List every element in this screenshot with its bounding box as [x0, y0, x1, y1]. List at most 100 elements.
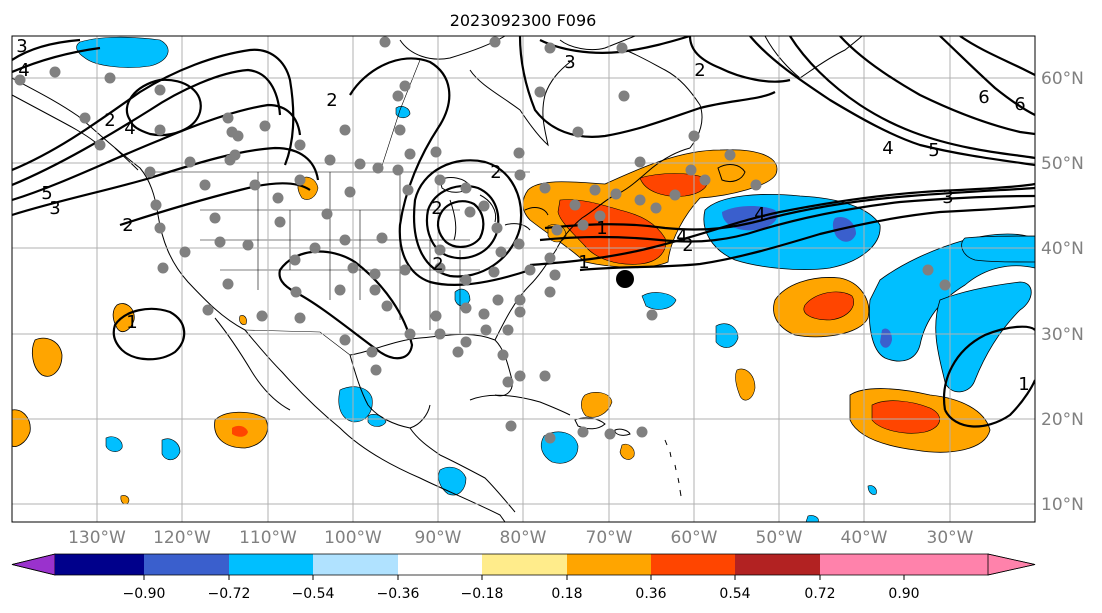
contour-line [789, 36, 1035, 160]
station-dot [688, 130, 700, 142]
longitude-label: 70°W [586, 528, 633, 548]
station-dot [79, 112, 91, 124]
latitude-label: 10°N [1041, 495, 1084, 515]
colorbar-tick-label: −0.72 [208, 586, 251, 602]
contour-line [539, 194, 1035, 243]
border-line [244, 329, 351, 356]
colorbar-tick-label: 0.72 [804, 586, 835, 602]
latitude-label: 20°N [1041, 410, 1084, 430]
station-dot [294, 174, 306, 186]
contour-label: 4 [124, 118, 135, 139]
station-dot [157, 262, 169, 274]
contour-label: 2 [326, 90, 337, 111]
contour-line [944, 379, 1035, 428]
station-dot [392, 164, 404, 176]
colorbar-segment [651, 554, 735, 575]
station-dot [404, 148, 416, 160]
station-dot [478, 308, 490, 320]
contour-label: 2 [431, 198, 442, 219]
station-dot [404, 328, 416, 340]
colorbar-tick-label: 0.36 [635, 586, 666, 602]
colorbar-segment [144, 554, 229, 575]
station-dot [544, 252, 556, 264]
negative-anomaly-region [395, 106, 411, 119]
station-dot [372, 162, 384, 174]
station-dot [604, 428, 616, 440]
negative-anomaly-region [76, 36, 169, 68]
station-dot [452, 346, 464, 358]
negative-anomaly-region [805, 515, 819, 522]
negative-anomaly-region [641, 292, 677, 310]
station-dot [402, 184, 414, 196]
station-dot [339, 334, 351, 346]
coastline [764, 36, 863, 79]
station-dot [460, 274, 472, 286]
colorbar-segment [55, 554, 144, 575]
latitude-label: 60°N [1041, 69, 1084, 89]
station-dot [544, 42, 556, 54]
contour-line [959, 36, 1035, 76]
colorbar: −0.90 −0.72 −0.54 −0.36 −0.18 0.18 0.36 0.54 0.7… [11, 553, 1036, 602]
coastline [479, 194, 497, 223]
station-dot [369, 284, 381, 296]
station-dot [376, 232, 388, 244]
contour-line [688, 36, 791, 83]
coastline [214, 317, 291, 411]
contour-line [436, 200, 485, 248]
station-dot [488, 266, 500, 278]
station-dot [294, 139, 306, 151]
colorbar-tick-label: −0.36 [377, 586, 420, 602]
station-dot [339, 124, 351, 136]
coastline [664, 439, 682, 497]
contour-label: 2 [432, 254, 443, 275]
station-dot [544, 286, 556, 298]
station-dot [544, 432, 556, 444]
contour-line [125, 78, 202, 137]
longitude-axis-labels: 130°W 120°W 110°W 100°W 90°W 80°W 70°W 60°W 50°W… [68, 528, 974, 548]
contour-line [942, 325, 1035, 411]
station-dot [569, 199, 581, 211]
colorbar-extend-low [11, 553, 56, 576]
station-dot [539, 182, 551, 194]
strong-positive-anomaly-region [803, 291, 854, 321]
station-dot [434, 328, 446, 340]
station-dot [460, 302, 472, 314]
positive-anomaly-region [31, 337, 63, 377]
coastline [559, 36, 636, 51]
station-dot [226, 126, 238, 138]
station-dot [636, 426, 648, 438]
station-dot [94, 139, 106, 151]
colorbar-segment [735, 554, 820, 575]
station-dot [324, 154, 336, 166]
station-dot [594, 210, 606, 222]
station-dot [922, 264, 934, 276]
coastline [469, 61, 571, 147]
negative-anomaly-region [161, 438, 181, 461]
colorbar-tick-label: 0.54 [719, 586, 750, 602]
positive-anomaly-region [619, 443, 635, 460]
station-dot [272, 192, 284, 204]
station-dot [478, 200, 490, 212]
station-dot [399, 264, 411, 276]
station-dot [939, 279, 951, 291]
contour-label: 1 [126, 312, 137, 333]
contour-line [839, 36, 1035, 136]
colorbar-segment [820, 554, 904, 575]
colorbar-tick-label: 0.18 [551, 586, 582, 602]
station-dot [199, 179, 211, 191]
station-dot [650, 202, 662, 214]
station-dot [495, 246, 507, 258]
map-frame [11, 35, 1036, 523]
station-dot [634, 156, 646, 168]
contour-label: 2 [490, 162, 501, 183]
station-dot [464, 206, 476, 218]
longitude-label: 120°W [153, 528, 211, 548]
contour-layer [12, 36, 1035, 428]
station-dot [309, 242, 321, 254]
station-dot [618, 90, 630, 102]
longitude-label: 30°W [927, 528, 974, 548]
station-dot [549, 269, 561, 281]
station-dot [634, 194, 646, 206]
station-dot [334, 284, 346, 296]
